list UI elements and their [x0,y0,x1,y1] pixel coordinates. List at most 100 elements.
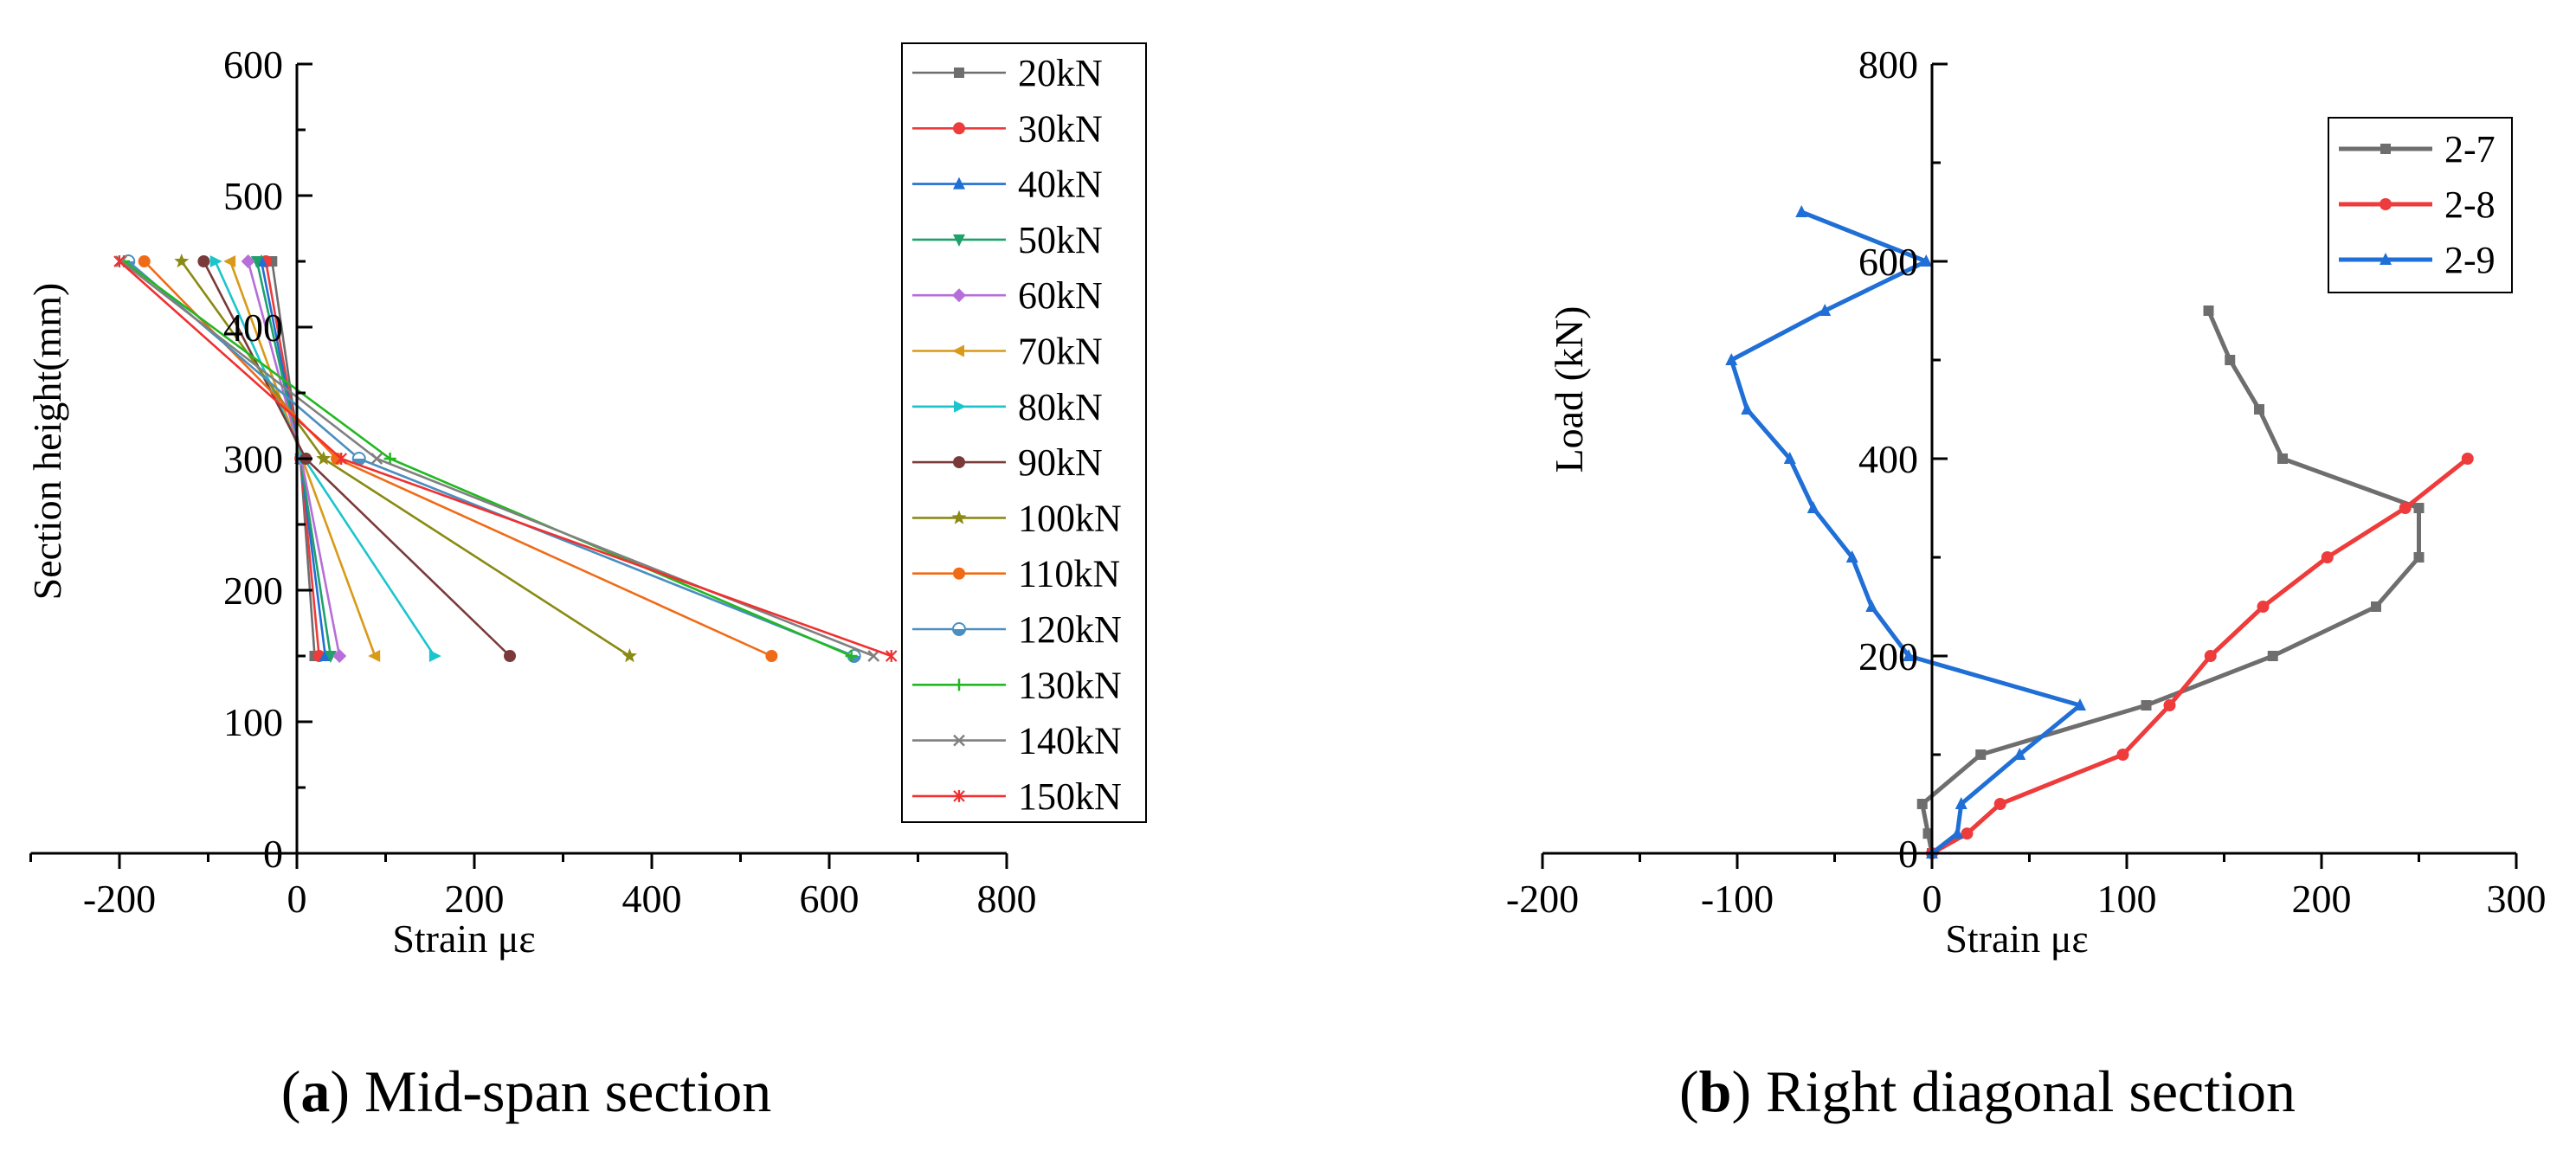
caption-a-close-paren: ) [330,1058,364,1124]
data-point [368,650,381,662]
legend-item: 50kN [912,219,1103,261]
data-point [1975,749,1987,760]
data-point [2163,699,2176,711]
x-tick-label: 200 [445,877,505,921]
caption-b-open-paren: ( [1679,1058,1699,1124]
series-line [1930,457,2470,856]
y-tick-label: 500 [223,174,283,218]
data-point [2277,453,2288,464]
y-tick-label: 600 [223,42,283,87]
data-point [1806,501,1819,513]
y-tick-label: 200 [223,569,283,613]
legend-marker [2380,198,2392,210]
data-point [1741,402,1754,415]
caption-a-letter: a [300,1058,330,1124]
data-point [2399,502,2412,514]
data-point [331,453,344,465]
y-tick-label: 800 [1858,42,1918,87]
legend-label: 80kN [1018,386,1103,428]
series-2-8 [1926,453,2474,859]
x-tick-label: -200 [83,877,156,921]
data-point [1725,353,1738,365]
y-tick-label: 200 [1858,634,1918,678]
legend-marker [953,122,965,135]
data-point [250,256,263,268]
legend-item: 2-9 [2339,239,2496,281]
data-point [197,255,210,267]
data-point [1920,254,1933,267]
x-axis-label-b: Strain με [1945,916,2088,961]
legend-label: 120kN [1018,608,1122,651]
data-point [1845,550,1858,563]
data-point [351,452,366,466]
data-point [370,453,383,465]
data-point [2413,503,2425,513]
x-tick-label: 200 [2292,877,2352,921]
x-tick-label: -100 [1701,877,1774,921]
series-100kN [174,254,637,663]
legend-item: 70kN [912,331,1103,373]
data-point [885,650,898,662]
x-tick-label: 300 [2487,877,2547,921]
data-point [1903,649,1915,661]
legend-marker [953,234,965,247]
legend-item: 2-7 [2339,128,2496,170]
legend-item: 80kN [912,386,1103,428]
data-point [2074,698,2086,711]
legend-item: 2-8 [2339,183,2496,226]
data-point [2321,551,2334,563]
data-point [1955,797,1967,809]
data-point [2203,305,2214,316]
caption-b: (b) Right diagonal section [1679,1058,2296,1124]
data-point [1795,205,1808,217]
legend-marker [952,288,966,303]
legend-label: 2-8 [2444,183,2496,226]
legend-item: 120kN [912,608,1122,651]
series-110kN [138,255,778,662]
legend-label: 20kN [1018,52,1103,94]
data-point [2013,748,2026,760]
legend-item: 30kN [912,107,1103,150]
legend-marker [954,400,966,413]
data-point [324,651,337,663]
series-2-9 [1725,205,2086,858]
y-axis-label-a: Section height(mm) [25,283,69,601]
legend-label: 130kN [1018,664,1122,706]
data-point [1819,304,1832,316]
legend-item: 100kN [912,497,1122,539]
data-point [1951,826,1964,839]
legend-label: 70kN [1018,331,1103,373]
y-tick-label: 100 [223,700,283,744]
legend-item: 90kN [912,441,1103,484]
y-tick-label: 0 [1898,832,1918,876]
legend-item: 20kN [912,52,1103,94]
y-tick-label: 0 [263,832,283,876]
y-tick-label: 300 [223,437,283,481]
legend-marker [952,622,966,636]
legend-item: 60kN [912,274,1103,317]
data-point [2254,404,2264,415]
data-point [2267,651,2278,661]
data-point [2461,453,2474,465]
data-point [2204,650,2217,662]
y-tick-label: 600 [1858,240,1918,284]
legend-item: 40kN [912,164,1103,206]
data-point [1865,600,1878,612]
data-point [2413,552,2425,563]
legend-marker [953,177,965,190]
data-point [2257,601,2270,613]
data-point [223,255,236,267]
data-point [2141,700,2152,711]
legend-label: 90kN [1018,441,1103,484]
chart-panel-b: -200 -100 0 100 200 300 0 200 400 600 800 Load (kN… [1506,42,2547,1124]
legend-label: 140kN [1018,720,1122,762]
axes-b: -200 -100 0 100 200 300 0 200 400 600 800 [1506,42,2547,921]
axes-a: -200 0 200 400 600 800 0 100 200 300 400 500 600 [29,42,1037,921]
legend-label: 110kN [1018,553,1120,595]
marker-fill [953,629,965,635]
data-point [621,648,637,663]
data-point [241,254,255,268]
series-2-7 [1916,305,2425,858]
legend-label: 2-7 [2444,128,2496,170]
